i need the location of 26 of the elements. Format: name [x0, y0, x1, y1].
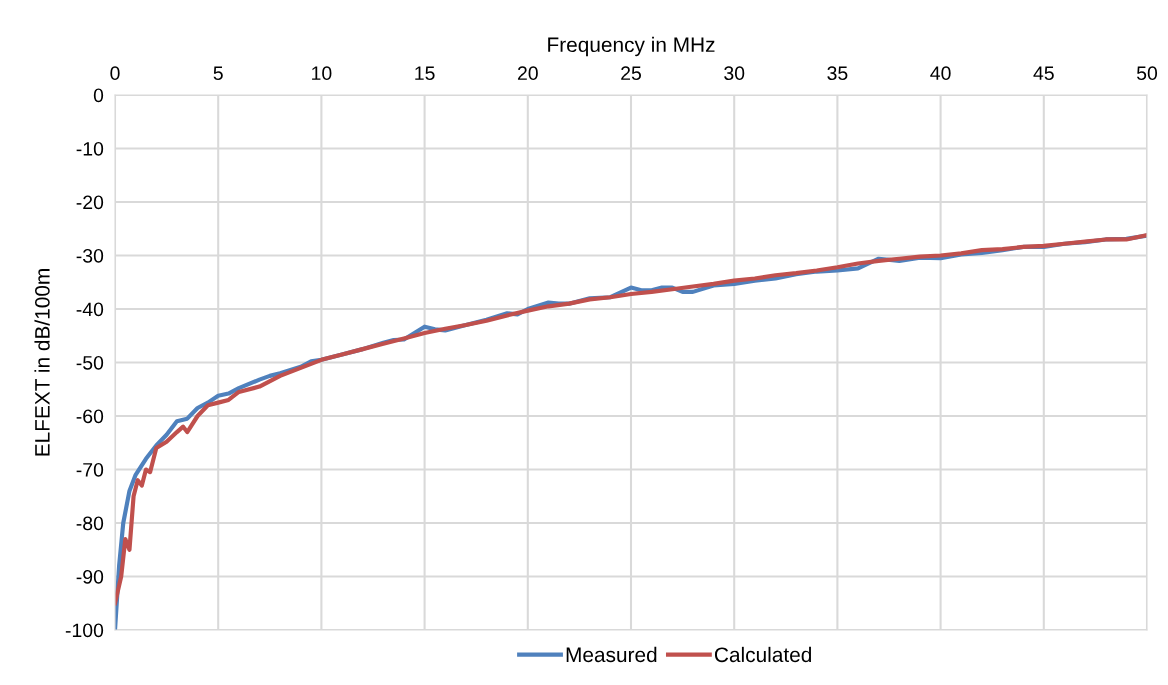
legend-label: Calculated [714, 646, 811, 663]
x-tick-label: 30 [724, 66, 745, 81]
y-tick-label: 0 [93, 88, 104, 103]
y-tick-label: -20 [76, 195, 104, 210]
y-tick-label: -30 [76, 248, 104, 263]
x-tick-label: 45 [1033, 66, 1054, 81]
x-tick-label: 35 [827, 66, 848, 81]
x-tick-label: 5 [213, 66, 223, 81]
x-tick-label: 10 [312, 66, 332, 81]
x-tick-label: 50 [1136, 66, 1158, 81]
y-tick-label: -10 [76, 141, 104, 156]
y-tick-label: -70 [76, 462, 104, 477]
x-axis-title: Frequency in MHz [548, 36, 715, 57]
y-tick-label: -90 [76, 569, 104, 584]
x-tick-label: 15 [415, 66, 435, 81]
y-tick-label: -100 [65, 623, 104, 638]
y-tick-label: -80 [76, 516, 104, 531]
x-tick-label: 25 [621, 66, 641, 81]
x-tick-label: 20 [517, 66, 538, 81]
y-tick-label: -50 [76, 355, 104, 370]
y-axis-title: ELFEXT in dB/100m [34, 269, 50, 456]
legend-label: Measured [566, 646, 657, 663]
y-tick-label: -60 [76, 409, 104, 424]
y-tick-label: -40 [76, 302, 104, 317]
x-tick-label: 0 [110, 66, 120, 81]
x-tick-label: 40 [930, 66, 951, 81]
